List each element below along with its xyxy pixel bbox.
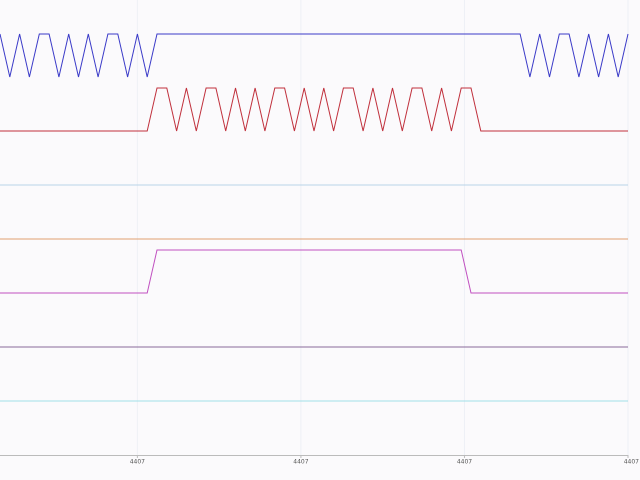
x-tick-label: 4407 xyxy=(624,459,639,466)
x-tick-label: 4407 xyxy=(130,459,145,466)
x-tick-label: 4407 xyxy=(293,459,308,466)
signal-trace xyxy=(0,249,628,294)
signal-trace xyxy=(0,33,629,78)
signal-trace xyxy=(0,87,628,132)
x-tick-label: 4407 xyxy=(457,459,472,466)
